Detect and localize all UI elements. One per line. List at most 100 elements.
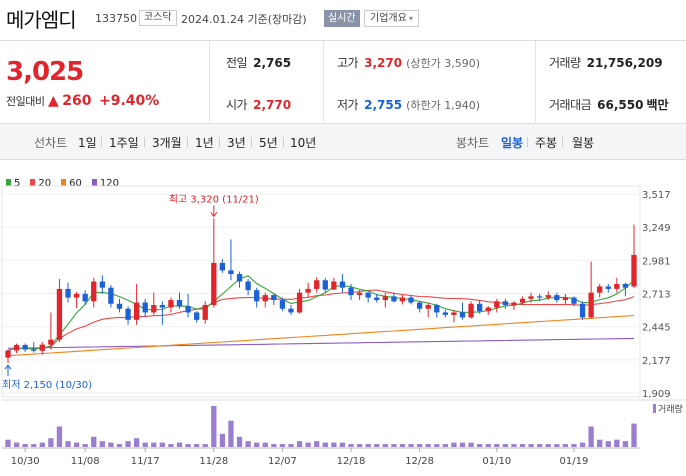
volume-bar [605, 441, 611, 447]
tab-weekly[interactable]: 주봉 [535, 136, 558, 150]
candle-body [579, 303, 586, 318]
candle-body [108, 287, 114, 304]
current-price: 3,025 [6, 57, 84, 87]
y-tick-label: 2,177 [642, 356, 671, 367]
tab-period-5y[interactable]: 5년 [259, 136, 278, 150]
low-price: 저가 2,755 (하한가 1,940) [337, 96, 480, 113]
candle-body [348, 287, 354, 296]
volume-bar [245, 441, 251, 447]
volume-label: 거래량 [549, 56, 581, 70]
ma60-line [7, 314, 635, 357]
volume-bar [502, 444, 509, 447]
realtime-button[interactable]: 실시간 [324, 10, 360, 27]
candle-body [434, 305, 440, 313]
y-tick-label: 2,981 [642, 256, 671, 267]
volume-bar [125, 441, 131, 447]
prev-close: 전일 2,765 [226, 54, 291, 71]
candle-body [382, 296, 388, 301]
volume-bar [91, 436, 97, 447]
x-tick-label: 11/08 [71, 456, 100, 467]
volume-bar [459, 442, 466, 447]
volume-bar [65, 441, 71, 447]
volume-bar [468, 442, 474, 447]
candle-body [365, 292, 371, 298]
volume-bar [168, 444, 174, 447]
volume-bar [159, 442, 166, 447]
candle-body [356, 292, 363, 296]
volume-bar [39, 442, 45, 447]
volume-bar [476, 444, 483, 447]
tab-period-1y[interactable]: 1년 [195, 136, 214, 150]
legend-label: 20 [38, 178, 52, 189]
candle-body [116, 303, 123, 309]
tab-daily[interactable]: 일봉 [501, 136, 524, 150]
candle-body [459, 312, 466, 318]
volume-bar [108, 442, 114, 447]
volume-bar [228, 420, 234, 447]
candle-body [245, 281, 251, 291]
candle-body [614, 283, 620, 289]
volume-label: 거래량 [658, 403, 683, 415]
candle-body [537, 296, 543, 298]
tab-period-1d[interactable]: 1일 [78, 136, 97, 150]
tab-period-3y[interactable]: 3년 [227, 136, 246, 150]
legend-swatch [91, 179, 97, 186]
volume-bar [5, 439, 11, 447]
volume-bar [631, 423, 637, 447]
candle-body [485, 307, 491, 312]
tab-period-3m[interactable]: 3개월 [152, 136, 182, 150]
volume-bar [554, 444, 560, 447]
divider [283, 137, 284, 147]
trade-amount: 거래대금 66,550 백만 [549, 96, 669, 113]
y-tick-label: 3,517 [642, 190, 671, 201]
candle-body [262, 295, 268, 302]
candle-body [193, 312, 200, 320]
plot-frame [1, 185, 641, 398]
candle-body [519, 298, 526, 303]
candle-body [562, 297, 569, 301]
high-value: 3,270 [364, 56, 403, 70]
candle-body [416, 302, 423, 309]
candle-body [322, 280, 328, 290]
legend-label: 60 [69, 178, 82, 189]
volume-bar [374, 444, 380, 447]
market-badge: 코스닥 [139, 10, 177, 26]
candle-body [588, 292, 594, 318]
candle-body [5, 350, 11, 358]
tab-period-10y[interactable]: 10년 [290, 136, 317, 150]
candle-body [305, 288, 311, 293]
volume-value: 21,756,209 [586, 56, 663, 70]
prev-close-label: 전일 [226, 56, 248, 70]
volume-bar [73, 442, 80, 447]
volume-bar [519, 444, 526, 447]
candle-body [202, 305, 208, 320]
tab-monthly[interactable]: 월봉 [572, 136, 595, 150]
candle-body [296, 292, 303, 313]
divider [562, 137, 563, 147]
legend-item: 20 [30, 178, 51, 189]
change-percent: +9.40% [99, 93, 160, 109]
candlestick-chart[interactable]: 3,517 3,249 2,981 2,713 2,445 2,177 1,909 10/30… [0, 160, 686, 476]
volume-bar [288, 444, 294, 447]
divider [144, 137, 145, 147]
candle-body [571, 297, 577, 304]
volume-bar [545, 444, 551, 447]
ma120-line [7, 337, 635, 349]
date-text: 2024.01.24 기준(장마감) [181, 13, 307, 26]
divider [535, 41, 536, 124]
open-label: 시가 [226, 98, 248, 112]
company-info-dropdown[interactable]: 기업개요 ▾ [364, 10, 419, 27]
volume-bar [579, 442, 586, 447]
tab-line-chart[interactable]: 선차트 [34, 136, 68, 150]
candle-body [502, 301, 509, 306]
legend-label: 5 [14, 178, 21, 189]
candle-body [554, 295, 560, 301]
price-summary: 3,025 전일대비 ▲ 260 +9.40% 전일 2,765 시가 2,770 … [0, 40, 686, 124]
candle-body [339, 281, 346, 288]
legend-item: 5 [6, 178, 20, 189]
volume-bar [571, 444, 577, 447]
tab-period-1w[interactable]: 1주일 [109, 136, 139, 150]
candle-body [159, 305, 166, 308]
volume-bar [133, 438, 140, 447]
tab-candle-chart[interactable]: 봉차트 [456, 136, 490, 150]
